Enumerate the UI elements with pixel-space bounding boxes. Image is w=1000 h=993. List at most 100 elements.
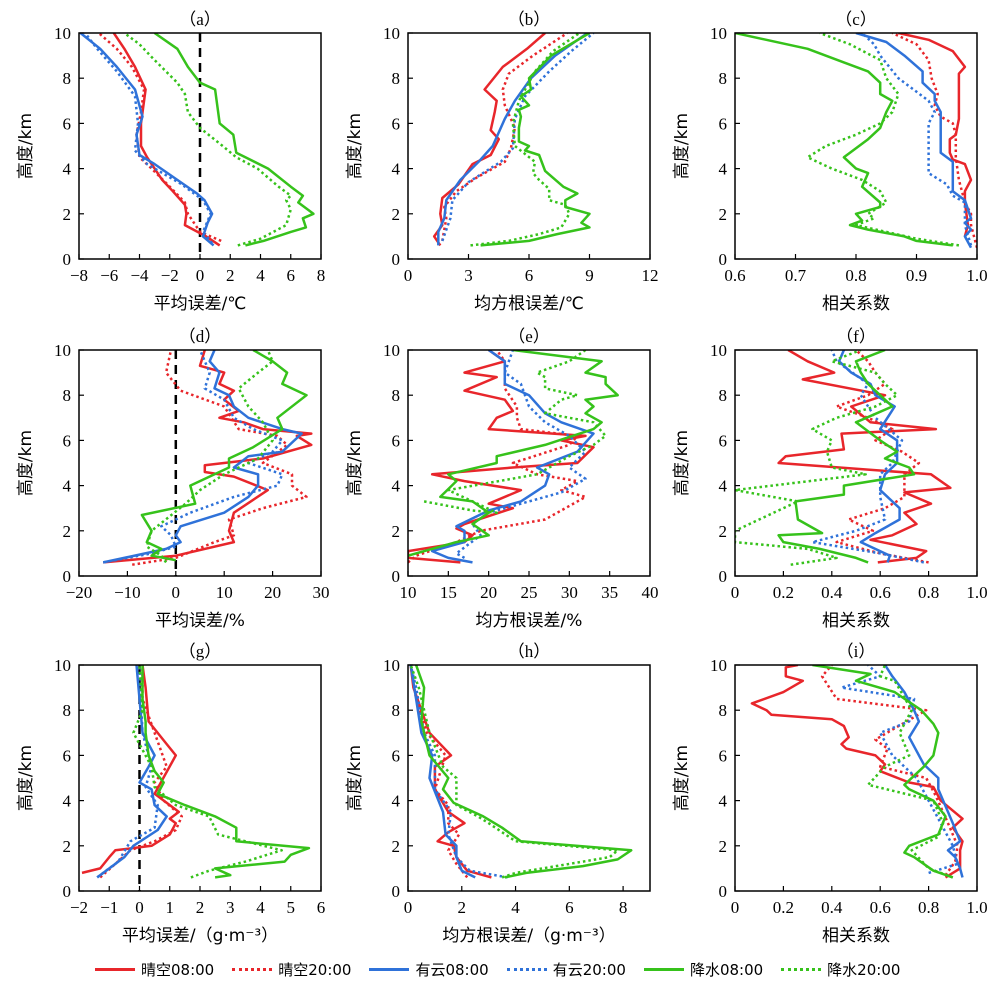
x-tick-label: −2 <box>70 898 88 917</box>
series-group <box>750 665 964 879</box>
y-axis-label: 高度/km <box>16 113 36 179</box>
y-tick-label: 4 <box>63 792 72 811</box>
panel-i: （i） 0 0.2 0.4 0.6 0.8 1.0 0 2 4 6 8 10 相关系数 高度/km <box>672 642 988 946</box>
panel-title: （f） <box>836 327 876 346</box>
y-tick-label: 6 <box>392 746 401 765</box>
y-tick-label: 6 <box>719 114 728 133</box>
series-line-降水08:00 <box>153 33 315 247</box>
legend-item: 晴空20:00 <box>232 959 351 980</box>
plot-frame <box>78 664 322 892</box>
y-tick-label: 2 <box>719 837 728 856</box>
series-line-有云08:00 <box>430 350 595 564</box>
y-tick-label: 6 <box>719 431 728 450</box>
legend-swatch <box>369 967 410 971</box>
y-tick-label: 2 <box>63 522 72 541</box>
y-axis-label: 高度/km <box>16 430 36 496</box>
panel-title: （i） <box>837 642 876 661</box>
x-tick-label: 4 <box>256 266 265 285</box>
series-line-有云20:00 <box>96 665 159 879</box>
x-axis-label: 平均误差/℃ <box>154 294 247 314</box>
x-tick-label: 3 <box>226 898 235 917</box>
y-tick-label: 10 <box>383 341 400 360</box>
legend-item: 晴空08:00 <box>95 959 214 980</box>
y-tick-label: 10 <box>710 656 727 675</box>
series-line-降水08:00 <box>735 33 953 247</box>
panel-title: （b） <box>508 10 551 29</box>
x-tick-label: 0.6 <box>870 583 891 602</box>
plot-frame <box>734 32 978 260</box>
series-group <box>409 665 633 879</box>
plot-frame <box>407 349 651 577</box>
y-tick-label: 2 <box>392 205 401 224</box>
x-tick-label: 3 <box>464 266 473 285</box>
y-tick-label: 0 <box>63 250 72 269</box>
y-tick-label: 4 <box>719 792 728 811</box>
x-tick-label: 8 <box>619 898 628 917</box>
series-line-有云20:00 <box>84 33 214 244</box>
x-tick-label: 5 <box>287 898 296 917</box>
y-axis-label: 高度/km <box>345 745 365 811</box>
y-tick-label: 8 <box>63 69 72 88</box>
series-line-晴空08:00 <box>103 350 313 564</box>
legend-label: 降水20:00 <box>827 960 901 979</box>
y-tick-label: 2 <box>719 522 728 541</box>
legend-label: 晴空08:00 <box>141 960 215 979</box>
panel-a: （a） −8 −6 −4 −2 0 2 4 6 8 0 2 4 6 8 10 平均误差/℃ 高度/km <box>16 10 325 314</box>
y-axis-label: 高度/km <box>16 745 36 811</box>
x-tick-label: 0 <box>404 266 413 285</box>
legend-swatch <box>643 967 684 971</box>
plot-frame <box>407 664 651 892</box>
x-axis-label: 平均误差/（g·m⁻³） <box>122 926 278 946</box>
x-tick-label: 30 <box>313 583 330 602</box>
x-tick-label: 4 <box>511 898 520 917</box>
series-line-晴空20:00 <box>835 350 929 564</box>
x-tick-label: 0.8 <box>845 266 866 285</box>
x-axis-label: 相关系数 <box>822 294 890 314</box>
x-tick-label: −2 <box>161 266 179 285</box>
series-line-降水08:00 <box>777 350 916 564</box>
y-tick-label: 0 <box>63 882 72 901</box>
series-line-有云20:00 <box>409 665 508 879</box>
series-line-晴空08:00 <box>750 665 964 879</box>
x-tick-label: 6 <box>317 898 326 917</box>
x-tick-label: 25 <box>521 583 538 602</box>
y-tick-label: 0 <box>63 567 72 586</box>
y-axis-label: 高度/km <box>672 113 692 179</box>
y-axis-label: 高度/km <box>672 430 692 496</box>
y-axis-label: 高度/km <box>672 745 692 811</box>
x-tick-label: 40 <box>642 583 659 602</box>
x-tick-label: 2 <box>196 898 205 917</box>
series-line-有云08:00 <box>79 33 215 247</box>
x-axis-label: 平均误差/% <box>155 611 245 631</box>
x-axis-label: 均方根误差/% <box>476 611 583 631</box>
series-line-降水20:00 <box>145 350 274 564</box>
x-axis-label: 相关系数 <box>822 926 890 946</box>
x-axis-label: 相关系数 <box>822 611 890 631</box>
legend-label: 有云08:00 <box>415 960 489 979</box>
x-tick-label: −4 <box>130 266 149 285</box>
legend-item: 有云08:00 <box>369 959 489 980</box>
x-tick-label: 0 <box>404 898 413 917</box>
series-line-有云20:00 <box>441 33 595 242</box>
panel-title: （a） <box>179 10 221 29</box>
y-tick-label: 0 <box>719 567 728 586</box>
series-line-降水20:00 <box>470 33 581 247</box>
y-tick-label: 10 <box>383 24 400 43</box>
legend-item: 降水08:00 <box>643 959 763 980</box>
panel-d: （d） −20 −10 0 10 20 30 0 2 4 6 8 10 平均误差/% 高度/km <box>16 327 330 631</box>
panel-title: （c） <box>835 10 877 29</box>
y-tick-label: 4 <box>63 477 72 496</box>
x-tick-label: 0 <box>172 583 181 602</box>
series-line-降水08:00 <box>812 665 954 879</box>
y-tick-label: 6 <box>392 431 401 450</box>
series-line-晴空08:00 <box>777 350 952 564</box>
x-axis-label: 均方根误差/℃ <box>474 294 584 314</box>
series-line-晴空20:00 <box>97 33 222 243</box>
series-group <box>432 33 595 247</box>
y-tick-label: 2 <box>392 837 401 856</box>
x-tick-label: 0.4 <box>821 898 843 917</box>
x-tick-label: −6 <box>100 266 118 285</box>
series-line-有云08:00 <box>437 33 589 246</box>
y-tick-label: 8 <box>719 701 728 720</box>
series-line-降水20:00 <box>806 33 960 247</box>
